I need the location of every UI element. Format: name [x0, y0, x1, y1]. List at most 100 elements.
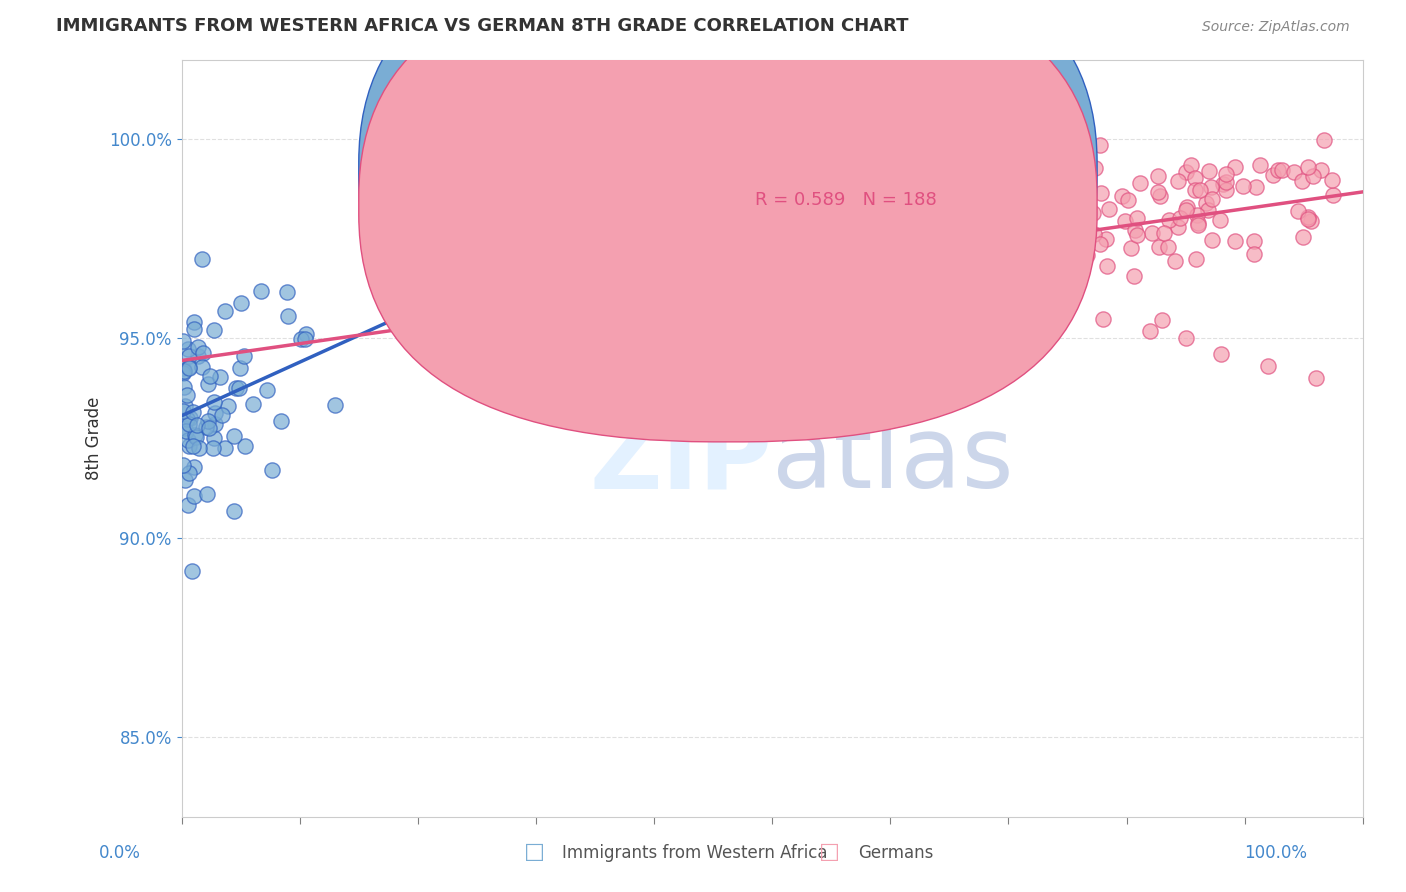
Text: IMMIGRANTS FROM WESTERN AFRICA VS GERMAN 8TH GRADE CORRELATION CHART: IMMIGRANTS FROM WESTERN AFRICA VS GERMAN…: [56, 17, 908, 35]
Y-axis label: 8th Grade: 8th Grade: [86, 396, 103, 480]
Point: [825, 306, 848, 320]
Point: [745, 260, 768, 274]
Point: [1243, 234, 1265, 248]
Point: [1215, 167, 1237, 181]
Point: [787, 236, 810, 251]
Point: [905, 227, 928, 241]
Point: [569, 321, 592, 335]
Point: [198, 421, 221, 435]
Point: [965, 194, 987, 209]
Point: [1014, 241, 1036, 255]
Point: [1026, 229, 1049, 244]
Point: [231, 296, 253, 310]
Point: [195, 487, 218, 501]
Point: [1111, 188, 1133, 202]
Point: [852, 256, 875, 270]
Point: [173, 364, 195, 378]
Point: [1056, 292, 1078, 306]
Point: [1180, 158, 1202, 172]
Point: [759, 256, 782, 270]
Point: [179, 467, 201, 481]
Point: [1122, 268, 1144, 283]
Point: [1197, 203, 1219, 218]
FancyBboxPatch shape: [359, 0, 1097, 408]
Point: [1017, 239, 1039, 253]
Point: [224, 503, 246, 517]
Point: [1114, 214, 1136, 228]
Point: [1033, 238, 1056, 252]
Point: [963, 213, 986, 227]
Point: [990, 250, 1012, 264]
Point: [1263, 168, 1285, 182]
Point: [1296, 160, 1319, 174]
Point: [242, 397, 264, 411]
Point: [1059, 245, 1081, 260]
Point: [187, 340, 209, 354]
Point: [1215, 183, 1237, 197]
Point: [323, 398, 346, 412]
Point: [1187, 218, 1209, 232]
Point: [912, 222, 935, 236]
Point: [997, 252, 1019, 266]
Point: [214, 442, 236, 456]
Point: [844, 221, 866, 235]
Point: [1073, 224, 1095, 238]
Point: [294, 326, 316, 341]
Point: [173, 380, 195, 394]
Text: Immigrants from Western Africa: Immigrants from Western Africa: [562, 844, 828, 862]
Point: [250, 285, 273, 299]
Point: [184, 427, 207, 442]
Point: [1071, 218, 1094, 232]
Point: [1257, 359, 1279, 374]
Point: [1157, 240, 1180, 254]
Point: [868, 245, 890, 260]
Point: [1021, 252, 1043, 266]
Point: [807, 316, 830, 330]
Point: [949, 251, 972, 265]
Point: [868, 252, 890, 267]
Point: [1129, 176, 1152, 190]
Point: [973, 271, 995, 285]
Point: [879, 212, 901, 227]
Point: [233, 439, 256, 453]
Point: [991, 242, 1014, 256]
Point: [173, 474, 195, 488]
Point: [762, 268, 785, 282]
Point: [209, 370, 232, 384]
Point: [917, 205, 939, 219]
Point: [1015, 233, 1038, 247]
Point: [191, 359, 214, 374]
Point: [908, 232, 931, 246]
Point: [1018, 223, 1040, 237]
Point: [939, 272, 962, 286]
Point: [198, 369, 221, 384]
Point: [962, 219, 984, 234]
Point: [821, 227, 844, 241]
Point: [1225, 234, 1247, 248]
Text: 100.0%: 100.0%: [1244, 844, 1308, 862]
Point: [761, 299, 783, 313]
Point: [1305, 371, 1327, 385]
Point: [1125, 227, 1147, 242]
Point: [1199, 179, 1222, 194]
Point: [1175, 200, 1198, 214]
Point: [865, 286, 887, 301]
Point: [1174, 164, 1197, 178]
Point: [1062, 212, 1084, 227]
Point: [1094, 232, 1116, 246]
Point: [181, 405, 204, 419]
Point: [1047, 194, 1070, 209]
Point: [1139, 324, 1161, 338]
Point: [1081, 206, 1104, 220]
Point: [1147, 240, 1170, 254]
Point: [1056, 227, 1078, 241]
Point: [675, 268, 697, 283]
Point: [925, 211, 948, 225]
Point: [177, 359, 200, 374]
Point: [202, 395, 225, 409]
Point: [276, 285, 298, 300]
Point: [270, 414, 292, 428]
Point: [1168, 211, 1191, 225]
Point: [176, 498, 198, 512]
Point: [176, 342, 198, 356]
